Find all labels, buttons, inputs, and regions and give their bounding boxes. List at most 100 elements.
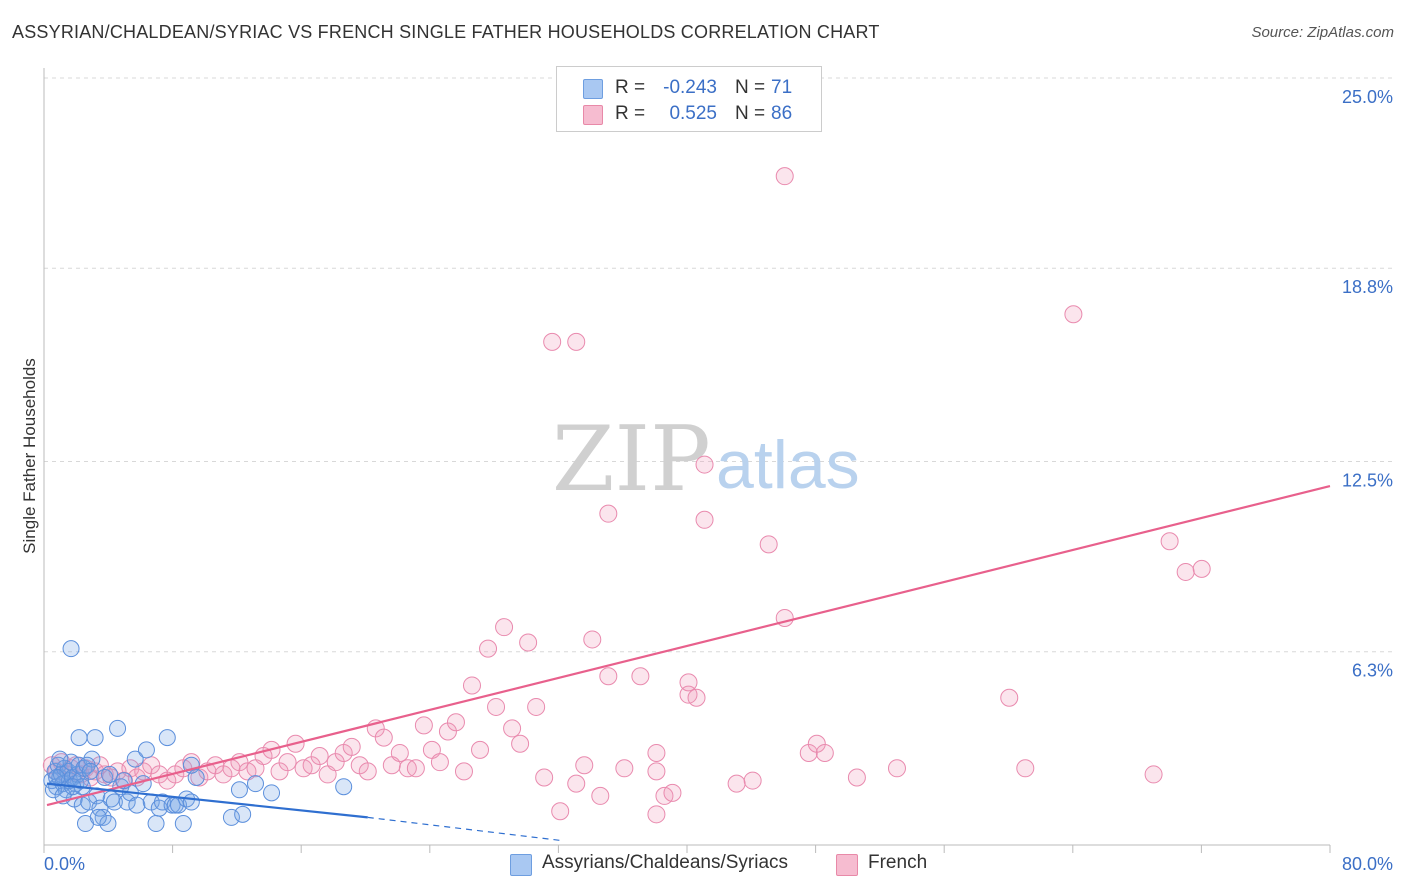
french-point <box>1064 305 1083 324</box>
legend-swatch-assyrian <box>510 854 532 876</box>
french-point <box>342 737 361 756</box>
legend-swatch-french <box>836 854 858 876</box>
french-point <box>487 697 506 716</box>
french-point <box>527 697 546 716</box>
french-trend-line <box>46 484 1331 807</box>
french-point <box>374 728 393 747</box>
french-point <box>583 630 602 649</box>
french-point <box>815 743 834 762</box>
french-point <box>759 535 778 554</box>
assyrian-point <box>128 796 146 814</box>
french-point <box>647 743 666 762</box>
assyrian-point <box>158 729 176 747</box>
french-point <box>511 734 530 753</box>
gridlines <box>44 77 1392 653</box>
watermark-zip: ZIP <box>552 407 711 512</box>
french-point <box>567 774 586 793</box>
french-point <box>631 667 650 686</box>
french-point <box>615 759 634 778</box>
assyrian-point <box>137 741 155 759</box>
assyrian-point <box>230 781 248 799</box>
legend-label-french: French <box>868 852 928 873</box>
chart-title: ASSYRIAN/CHALDEAN/SYRIAC VS FRENCH SINGL… <box>12 22 880 42</box>
legend-r-value: -0.243 <box>663 77 717 98</box>
assyrian-point <box>263 784 281 802</box>
french-point <box>663 783 682 802</box>
chart-source: Source: ZipAtlas.com <box>1251 24 1394 41</box>
french-point <box>727 774 746 793</box>
french-point <box>471 740 490 759</box>
french-point <box>847 768 866 787</box>
french-point <box>743 771 762 790</box>
legend-row-french: R = 0.525 N = 86 <box>557 101 821 127</box>
legend-r-label: R = <box>615 103 646 124</box>
french-point <box>687 688 706 707</box>
legend-n-label: N = <box>735 77 766 98</box>
legend-r-value: 0.525 <box>669 103 717 124</box>
assyrian-point <box>109 719 127 737</box>
y-axis-label: Single Father Households <box>20 358 39 554</box>
french-point <box>567 332 586 351</box>
assyrian-point <box>147 815 165 833</box>
french-point <box>535 768 554 787</box>
french-point <box>462 676 481 695</box>
french-point <box>503 719 522 738</box>
assyrian-trend-line <box>46 782 368 819</box>
assyrian-point <box>174 815 192 833</box>
assyrian-point <box>96 769 114 787</box>
french-point <box>599 667 618 686</box>
assyrian-point <box>222 808 240 826</box>
y-tick-label: 6.3% <box>1352 661 1393 681</box>
french-point <box>454 762 473 781</box>
french-point <box>695 510 714 529</box>
y-tick-label: 18.8% <box>1342 277 1393 297</box>
french-point <box>1016 759 1035 778</box>
french-point <box>591 786 610 805</box>
y-tick-label: 12.5% <box>1342 471 1393 491</box>
french-point <box>278 753 297 772</box>
x-tick-label: 80.0% <box>1342 854 1393 874</box>
assyrian-point <box>246 775 264 793</box>
tick-labels: 6.3% 12.5% 18.8% 25.0% 0.0% 80.0% <box>44 87 1393 874</box>
french-points <box>42 167 1211 824</box>
assyrian-points <box>43 640 353 833</box>
legend-r-label: R = <box>615 77 646 98</box>
french-point <box>446 713 465 732</box>
assyrian-point <box>86 729 104 747</box>
french-point <box>775 167 794 186</box>
legend-row-assyrian: R = -0.243 N = 71 <box>557 75 821 101</box>
legend-swatch-french <box>583 105 603 125</box>
french-point <box>358 762 377 781</box>
french-point <box>575 756 594 775</box>
assyrian-trend-extension <box>367 816 561 841</box>
french-point <box>479 639 498 658</box>
x-tick-label: 0.0% <box>44 854 85 874</box>
legend-swatch-assyrian <box>583 79 603 99</box>
french-point <box>495 618 514 637</box>
assyrian-point <box>101 765 119 783</box>
assyrian-point <box>118 793 136 811</box>
watermark: ZIP atlas <box>552 407 860 512</box>
assyrian-point <box>105 793 123 811</box>
french-point <box>647 805 666 824</box>
assyrian-point <box>81 762 99 780</box>
assyrian-point <box>182 793 200 811</box>
legend-n-value: 86 <box>771 103 793 124</box>
french-point <box>679 673 698 692</box>
assyrian-point <box>234 805 252 823</box>
assyrian-point <box>89 808 107 826</box>
assyrian-point <box>153 793 171 811</box>
french-point <box>1160 532 1179 551</box>
french-point <box>551 802 570 821</box>
french-point <box>414 716 433 735</box>
y-tick-label: 25.0% <box>1342 87 1393 107</box>
legend-n-label: N = <box>735 103 766 124</box>
french-point <box>647 762 666 781</box>
assyrian-point <box>70 729 88 747</box>
french-point <box>695 455 714 474</box>
assyrian-point <box>99 815 117 833</box>
french-point <box>1000 688 1019 707</box>
french-point <box>887 759 906 778</box>
french-point <box>1144 765 1163 784</box>
